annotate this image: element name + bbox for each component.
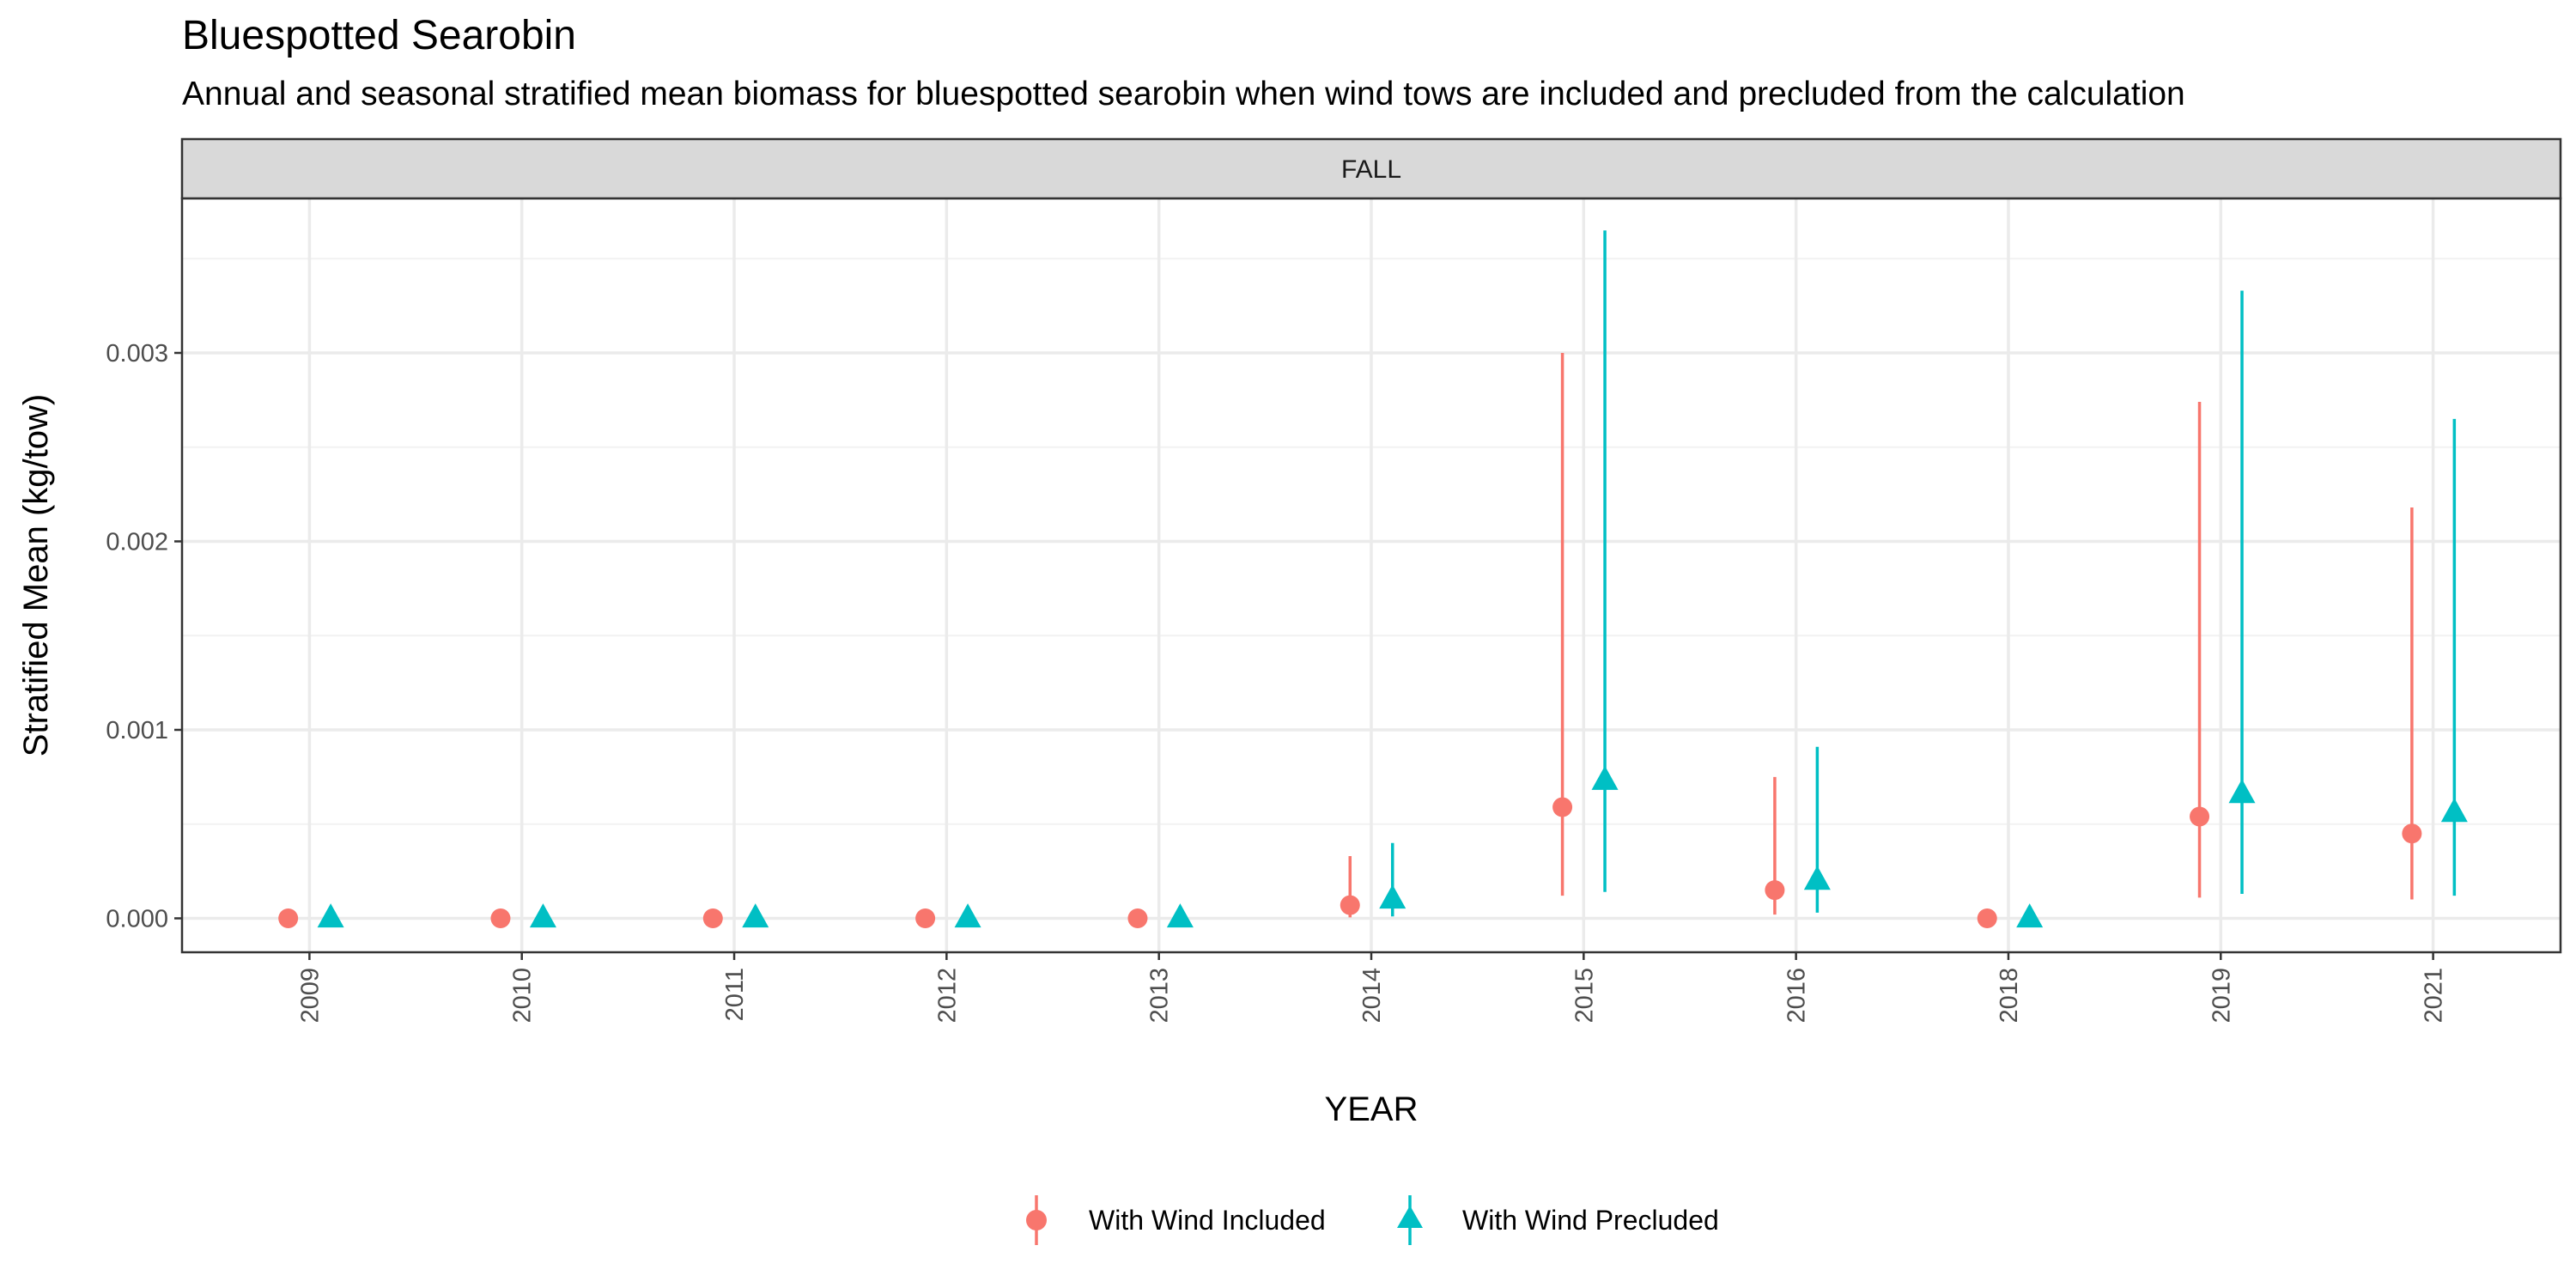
chart-subtitle: Annual and seasonal stratified mean biom… [182, 76, 2185, 112]
y-tick-label: 0.001 [106, 717, 168, 744]
data-point-precluded [317, 903, 344, 928]
legend-label-precluded: With Wind Precluded [1462, 1205, 1719, 1236]
legend: With Wind Included With Wind Precluded [1026, 1195, 1719, 1245]
data-point-included [915, 908, 936, 928]
x-tick-label: 2011 [721, 968, 749, 1021]
grid-layer [182, 198, 2561, 952]
facet-strip-label: FALL [1341, 155, 1401, 184]
data-point-precluded [1166, 903, 1194, 928]
axes-layer: 0.000 0.001 0.002 0.003 2009 2010 2011 2012 2013… [106, 340, 2447, 1024]
data-point-included [1340, 895, 1360, 915]
data-point-precluded [1591, 765, 1619, 790]
legend-key-triangle-icon [1397, 1206, 1423, 1228]
facet-strip [180, 137, 2562, 200]
x-tick-label: 2019 [2208, 968, 2235, 1024]
x-tick-label: 2009 [296, 968, 324, 1024]
x-tick-label: 2014 [1358, 968, 1386, 1024]
data-point-included [1552, 797, 1573, 817]
data-point-precluded [1803, 866, 1831, 890]
x-tick-label: 2016 [1783, 968, 1811, 1024]
legend-label-included: With Wind Included [1089, 1205, 1326, 1236]
data-point-included [1765, 880, 1785, 901]
data-point-precluded [1379, 884, 1406, 909]
data-point-precluded [2016, 903, 2044, 928]
legend-key-circle-icon [1026, 1210, 1047, 1230]
x-tick-label: 2015 [1571, 968, 1598, 1024]
data-point-included [2402, 823, 2422, 844]
x-tick-label: 2021 [2421, 968, 2448, 1024]
data-point-included [490, 908, 511, 928]
data-point-included [1977, 908, 1997, 928]
data-point-precluded [742, 903, 769, 928]
y-axis-title: Stratified Mean (kg/tow) [17, 394, 55, 756]
data-point-included [2190, 806, 2210, 827]
data-point-included [702, 908, 723, 928]
data-point-included [278, 908, 299, 928]
x-tick-label: 2010 [509, 968, 537, 1024]
y-tick-label: 0.000 [106, 905, 168, 933]
y-tick-label: 0.002 [106, 528, 168, 556]
x-tick-label: 2013 [1146, 968, 1174, 1024]
x-axis-title: YEAR [1325, 1091, 1419, 1128]
data-point-precluded [2440, 798, 2468, 823]
x-tick-label: 2012 [933, 968, 961, 1024]
data-point-included [1127, 908, 1148, 928]
chart-title: Bluespotted Searobin [182, 13, 576, 58]
marks-layer [278, 230, 2468, 928]
y-tick-label: 0.003 [106, 340, 168, 368]
x-tick-label: 2018 [1996, 968, 2023, 1024]
data-point-precluded [954, 903, 981, 928]
data-point-precluded [2228, 779, 2256, 804]
data-point-precluded [529, 903, 556, 928]
